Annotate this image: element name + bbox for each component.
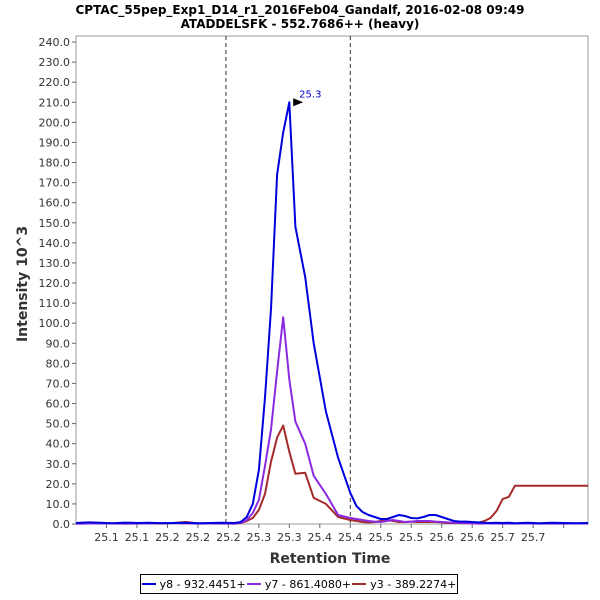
y-tick-label: 40.0 (46, 438, 71, 451)
y-tick-label: 100.0 (39, 317, 71, 330)
y-tick-label: 20.0 (46, 478, 71, 491)
chart-subtitle: ATADDELSFK - 552.7686++ (heavy) (181, 17, 420, 31)
y-tick-label: 150.0 (39, 217, 71, 230)
legend-swatch-y3 (352, 583, 367, 585)
x-tick-label: 25.6 (429, 531, 454, 544)
legend-label-y3: y3 - 389.2274+ (370, 577, 457, 591)
y-tick-label: 210.0 (39, 96, 71, 109)
series-line-y8 (75, 101, 589, 525)
legend-item-y8: y8 - 932.4451+ (141, 577, 246, 591)
legend-swatch-y8 (141, 583, 156, 585)
y-tick-label: 110.0 (39, 297, 71, 310)
y-tick-label: 140.0 (39, 237, 71, 250)
y-tick-label: 70.0 (46, 377, 71, 390)
x-tick-label: 25.4 (338, 531, 363, 544)
y-tick-label: 80.0 (46, 357, 71, 370)
peak-retention-label: 25.3 (299, 89, 321, 100)
y-tick-label: 90.0 (46, 337, 71, 350)
x-tick-label: 25.6 (460, 531, 485, 544)
legend-swatch-y7 (246, 583, 261, 585)
legend-label-y7: y7 - 861.4080+ (264, 577, 352, 591)
y-tick-label: 120.0 (39, 277, 71, 290)
x-tick-label: 25.4 (308, 531, 333, 544)
y-tick-label: 240.0 (39, 36, 71, 49)
y-tick-label: 10.0 (46, 498, 71, 511)
x-axis-title: Retention Time (270, 551, 391, 567)
y-tick-label: 220.0 (39, 76, 71, 89)
y-tick-label: 180.0 (39, 157, 71, 170)
chart-title: CPTAC_55pep_Exp1_D14_r1_2016Feb04_Gandal… (75, 3, 524, 18)
y-tick-label: 60.0 (46, 398, 71, 411)
peak-marker-arrow (293, 98, 304, 107)
x-tick-label: 25.7 (490, 531, 515, 544)
x-tick-label: 25.5 (369, 531, 394, 544)
y-tick-label: 160.0 (39, 197, 71, 210)
legend-item-y3: y3 - 389.2274+ (352, 578, 456, 591)
x-tick-label: 25.2 (186, 531, 211, 544)
x-tick-label: 25.7 (521, 531, 546, 544)
y-tick-label: 200.0 (39, 116, 71, 129)
legend-label-y8: y8 - 932.4451+ (159, 577, 246, 591)
y-tick-label: 30.0 (46, 458, 71, 471)
x-tick-label: 25.1 (125, 531, 150, 544)
x-tick-label: 25.3 (247, 531, 272, 544)
y-tick-label: 130.0 (39, 257, 71, 270)
x-tick-label: 25.5 (399, 531, 424, 544)
y-tick-label: 230.0 (39, 56, 71, 69)
y-tick-label: 170.0 (39, 177, 71, 190)
y-tick-label: 190.0 (39, 136, 71, 149)
x-tick-label: 25.1 (94, 531, 119, 544)
x-tick-label: 25.3 (277, 531, 302, 544)
y-tick-label: 50.0 (46, 418, 71, 431)
legend-item-y7: y7 - 861.4080+ (246, 577, 352, 591)
chart-legend: y8 - 932.4451+ y7 - 861.4080+ y3 - 389.2… (140, 574, 458, 594)
plot-frame (75, 35, 589, 525)
plot-area: 0.0 10.0 20.0 30.0 40.0 50.0 60.0 70.0 80.0 90.0 1… (39, 35, 589, 544)
x-tick-label: 25.2 (155, 531, 180, 544)
y-axis-title: Intensity 10^3 (15, 226, 31, 342)
y-tick-label: 0.0 (53, 518, 71, 531)
x-tick-label: 25.2 (216, 531, 241, 544)
